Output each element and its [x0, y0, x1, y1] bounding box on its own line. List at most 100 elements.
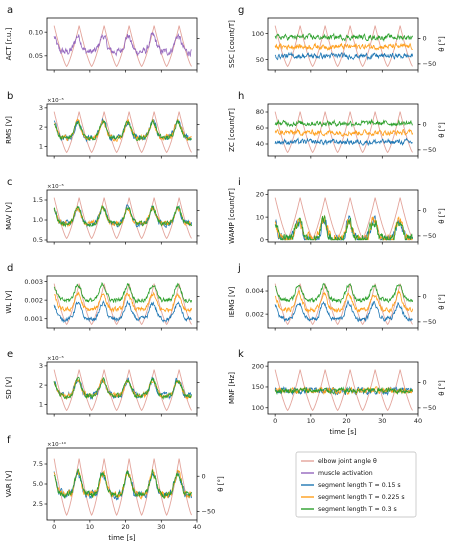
panels: 0.05 0.10 ACT [r.u.] a 1 2 3 RMS [V] b ×10⁻⁵ 0.5 1.…: [5, 5, 446, 542]
y-axis-label-k: MNF [Hz]: [228, 372, 236, 404]
axes-frame-c: [46, 189, 198, 243]
series-line-T03-g: [274, 32, 413, 42]
legend: elbow joint angle θ muscle activation segm…: [295, 451, 417, 518]
series-line-angle-h: [274, 111, 413, 154]
panel-letter-e: e: [7, 349, 13, 360]
theta-axis-label-k: θ [°]: [438, 380, 446, 396]
x-axis-label-k: time [s]: [329, 428, 356, 436]
y-tick-label-a-1: 0.10: [29, 28, 43, 36]
panel-letter-c: c: [7, 177, 13, 188]
y-tick-label-f-2: 7.5: [33, 460, 43, 468]
y-tick-label-c-0: 0.5: [33, 236, 43, 244]
plot-area-k: [274, 369, 413, 412]
legend-label-2: segment length T = 0.15 s: [318, 482, 401, 489]
panel-i: 0 10 20 0 −50θ [°] WAMP [count/T]i: [228, 177, 446, 245]
y-axis-label-c: MAV [V]: [5, 202, 13, 230]
plot-area-f: [53, 458, 193, 517]
series-line-angle-d: [53, 283, 192, 326]
y-tick-label-a-0: 0.05: [29, 52, 43, 60]
axes-frame-d: [46, 275, 198, 329]
series-line-T03-f: [53, 468, 192, 499]
series-line-T03-b: [53, 119, 192, 142]
plot-area-a: [53, 25, 192, 68]
panel-letter-j: j: [237, 263, 241, 274]
x-tick-label-k-4: 40: [414, 417, 422, 425]
x-tick-label-k-0: 0: [273, 417, 277, 425]
x-tick-label-k-1: 10: [307, 417, 315, 425]
panel-j: 0.002 0.004 0 −50θ [°] IEMG [V] j: [228, 263, 446, 331]
series-line-T015-c: [53, 204, 192, 229]
x-tick-label-f-4: 40: [193, 523, 201, 531]
theta-axis-label-i: θ [°]: [438, 208, 446, 224]
axes-frame-a: [46, 17, 198, 71]
series-line-T0225-d: [54, 291, 192, 314]
series-line-T015-j: [274, 299, 413, 323]
theta-axis-label-f: θ [°]: [217, 476, 225, 492]
y-tick-label-d-2: 0.003: [24, 278, 43, 286]
axes-frame-j: [267, 275, 419, 329]
y-tick-label-e-1: 2: [39, 381, 43, 389]
axes-frame-g: [267, 17, 419, 71]
y-tick-label-c-2: 1.5: [33, 196, 43, 204]
theta-tick-label-f-1: −50: [202, 508, 216, 516]
plot-area-g: [274, 25, 413, 68]
series-line-T015-h: [274, 137, 413, 147]
exponent-label-b: ×10⁻⁵: [47, 97, 64, 104]
y-axis-label-e: SD [V]: [5, 377, 13, 400]
y-axis-label-h: ZC [count/T]: [228, 108, 236, 152]
x-tick-label-f-1: 10: [86, 523, 94, 531]
axes-frame-b: [46, 103, 198, 157]
panel-f: 2.5 5.0 7.5 0 −50 θ [°] VAR [V] f ×10⁻¹⁰ 0 10 20 30 4…: [5, 435, 225, 542]
panel-h: 40 60 80 0 −50θ [°] ZC [count/T]h: [228, 91, 446, 159]
legend-box: [295, 451, 417, 518]
theta-tick-label-f-0: 0: [202, 472, 206, 480]
y-tick-label-b-2: 3: [39, 104, 43, 112]
plot-area-j: [274, 282, 413, 326]
theta-tick-label-j-0: 0: [423, 293, 427, 301]
series-line-T03-h: [274, 118, 413, 128]
theta-tick-label-i-0: 0: [423, 207, 427, 215]
plot-area-c: [53, 197, 192, 240]
y-tick-label-j-0: 0.002: [245, 310, 264, 318]
y-axis-label-d: WL [V]: [5, 290, 13, 314]
series-line-T03-i: [274, 214, 413, 242]
y-tick-label-k-0: 100: [252, 404, 264, 412]
y-tick-label-d-0: 0.001: [24, 315, 43, 323]
plot-area-h: [274, 111, 413, 154]
series-line-T03-k: [274, 386, 413, 396]
exponent-label-e: ×10⁻⁵: [47, 355, 64, 362]
y-tick-label-k-1: 150: [252, 383, 264, 391]
y-tick-label-g-0: 50: [256, 56, 264, 64]
y-tick-label-b-1: 2: [39, 123, 43, 131]
y-tick-label-g-1: 100: [252, 30, 264, 38]
axes-frame-e: [46, 361, 198, 415]
y-axis-label-f: VAR [V]: [5, 470, 13, 497]
theta-axis-label-h: θ [°]: [438, 122, 446, 138]
y-tick-label-f-1: 5.0: [33, 480, 43, 488]
legend-label-0: elbow joint angle θ: [318, 458, 377, 465]
axes-frame-h: [267, 103, 419, 157]
y-axis-label-b: RMS [V]: [5, 116, 13, 144]
y-tick-label-b-0: 1: [39, 143, 43, 151]
theta-tick-label-h-0: 0: [423, 121, 427, 129]
y-tick-label-e-0: 1: [39, 401, 43, 409]
series-line-angle-e: [53, 369, 192, 412]
legend-label-1: muscle activation: [318, 470, 373, 477]
series-line-angle-i: [274, 197, 413, 240]
plot-area-d: [53, 281, 192, 326]
y-tick-label-i-1: 10: [256, 213, 264, 221]
panel-c: 0.5 1.0 1.5 MAV [V] c ×10⁻⁵: [5, 177, 200, 245]
y-axis-label-i: WAMP [count/T]: [228, 188, 236, 244]
panel-b: 1 2 3 RMS [V] b ×10⁻⁵: [5, 91, 200, 159]
panel-g: 50 100 0 −50θ [°] SSC [count/T]g: [228, 5, 446, 73]
y-tick-label-h-0: 40: [256, 140, 264, 148]
series-line-T0225-j: [275, 289, 413, 314]
theta-tick-label-h-1: −50: [423, 146, 437, 154]
theta-tick-label-g-1: −50: [423, 60, 437, 68]
theta-axis-label-g: θ [°]: [438, 36, 446, 52]
x-tick-label-f-2: 20: [121, 523, 129, 531]
series-line-activation-a: [53, 32, 192, 58]
series-line-T03-c: [53, 205, 192, 228]
panel-d: 0.001 0.002 0.003 WL [V] d: [5, 263, 200, 331]
x-axis-label-f: time [s]: [108, 534, 135, 542]
